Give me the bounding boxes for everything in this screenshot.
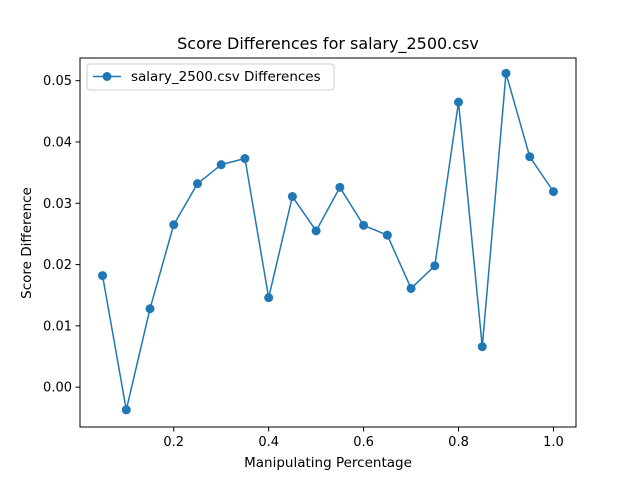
y-tick-label: 0.02 <box>43 258 72 273</box>
x-tick-label: 0.6 <box>353 435 374 450</box>
data-point <box>477 342 487 352</box>
legend-label: salary_2500.csv Differences <box>131 69 321 85</box>
data-point <box>287 192 297 202</box>
data-point <box>454 97 464 107</box>
data-point <box>382 230 392 240</box>
data-point <box>406 283 416 293</box>
legend: salary_2500.csv Differences <box>86 63 335 91</box>
data-point <box>145 304 155 314</box>
data-point <box>430 261 440 271</box>
data-point <box>216 160 226 170</box>
data-point <box>525 152 535 162</box>
legend-box <box>86 63 335 91</box>
data-point <box>98 271 108 281</box>
data-point <box>121 405 131 415</box>
data-point <box>192 179 202 189</box>
x-tick-label: 0.8 <box>448 435 469 450</box>
x-tick-label: 0.4 <box>258 435 279 450</box>
x-axis-label: Manipulating Percentage <box>244 455 412 471</box>
data-point <box>359 220 369 230</box>
plot-frame <box>79 57 577 428</box>
y-tick-label: 0.05 <box>43 74 72 89</box>
y-tick-label: 0.04 <box>43 135 72 150</box>
legend-marker-swatch <box>102 72 112 81</box>
y-tick-label: 0.03 <box>43 197 72 212</box>
y-tick-label: 0.01 <box>43 319 72 334</box>
data-point <box>335 182 345 192</box>
data-point <box>548 187 558 197</box>
chart-title: Score Differences for salary_2500.csv <box>177 34 479 54</box>
y-tick-label: 0.00 <box>43 381 72 396</box>
data-point <box>311 226 321 236</box>
x-tick-label: 1.0 <box>543 435 564 450</box>
x-tick-label: 0.2 <box>163 435 184 450</box>
data-point <box>264 293 274 303</box>
series-line <box>101 72 555 411</box>
y-axis-label: Score Difference <box>19 187 35 299</box>
data-point <box>501 68 511 78</box>
data-point <box>240 154 250 164</box>
data-point <box>169 220 179 230</box>
